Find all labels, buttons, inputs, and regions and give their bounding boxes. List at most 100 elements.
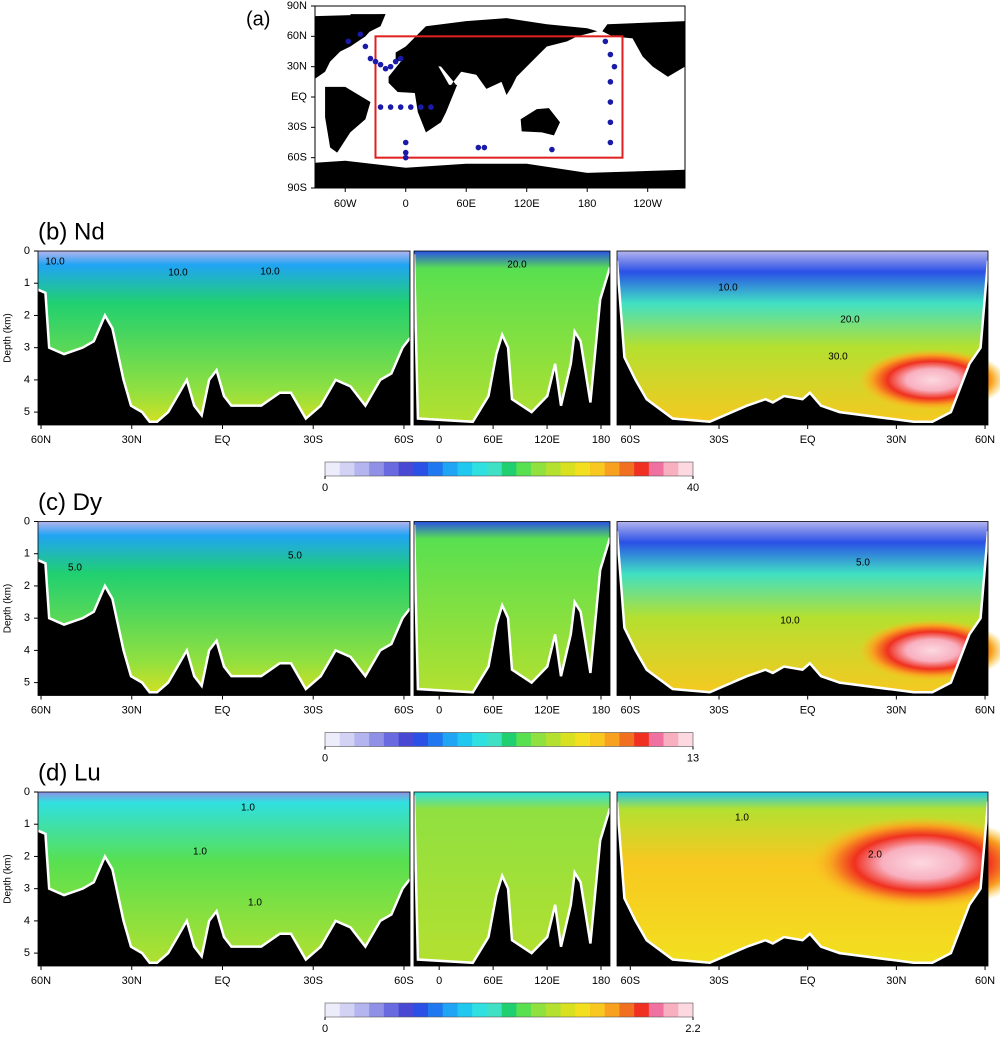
seafloor-outline: [615, 801, 990, 965]
station: [367, 55, 374, 62]
colorbar-swatch: [560, 462, 576, 476]
station: [475, 144, 482, 151]
colorbar-swatch: [678, 462, 694, 476]
colorbar-swatch: [369, 462, 385, 476]
colorbar-swatch: [678, 1003, 694, 1017]
x-tick-label: 0: [436, 975, 442, 987]
colorbar-swatch: [325, 732, 341, 747]
colorbar-swatch: [501, 462, 517, 476]
colorbar-swatch: [575, 732, 591, 747]
y-tick-label: 5: [24, 947, 30, 959]
y-tick-label: 90N: [287, 0, 307, 12]
colorbar-swatch: [516, 732, 532, 747]
panel-frame: [616, 521, 989, 696]
station: [481, 144, 488, 151]
station: [397, 55, 404, 62]
x-tick-label: 0: [436, 704, 442, 716]
colorbar-swatch: [589, 732, 605, 747]
x-tick-label: 60W: [334, 198, 357, 210]
station: [607, 139, 614, 146]
colorbar-tick-label: 0: [322, 1023, 328, 1035]
station: [602, 38, 609, 45]
colorbar-swatch: [575, 1003, 591, 1017]
station: [611, 63, 618, 70]
y-tick-label: 3: [24, 342, 30, 354]
y-tick-label: 4: [24, 374, 30, 386]
colorbar-swatch: [560, 1003, 576, 1017]
topography: [617, 801, 988, 966]
seafloor-outline: [412, 524, 612, 694]
station: [402, 139, 409, 146]
station: [392, 58, 399, 65]
x-tick-label: EQ: [215, 434, 231, 446]
land: [602, 21, 685, 77]
colorbar-swatch: [472, 1003, 488, 1017]
x-tick-label: 60S: [621, 434, 641, 446]
colorbar-tick-label: 13: [687, 752, 699, 764]
panel-title: (d) Lu: [38, 759, 101, 786]
colorbar-swatch: [604, 732, 620, 747]
contour-label: 10.0: [260, 267, 280, 278]
x-tick-label: 60N: [31, 434, 51, 446]
colorbar-swatch: [634, 732, 650, 747]
x-tick-label: 60S: [394, 704, 414, 716]
y-tick-label: 2: [24, 309, 30, 321]
y-tick-label: 0: [24, 245, 30, 257]
colorbar-swatch: [442, 1003, 458, 1017]
seafloor-outline: [37, 829, 411, 965]
field-max: [809, 816, 1000, 910]
region-box: [374, 35, 624, 159]
x-tick-label: 180: [592, 975, 610, 987]
station: [607, 119, 614, 126]
colorbar-swatch: [428, 462, 444, 476]
y-tick-label: 30S: [287, 121, 307, 133]
y-tick-label: 0: [24, 515, 30, 527]
colorbar-swatch: [325, 1003, 341, 1017]
y-tick-label: 2: [24, 580, 30, 592]
station: [372, 58, 379, 65]
x-tick-label: 60N: [975, 975, 995, 987]
contour-label: 10.0: [168, 268, 188, 279]
colorbar-swatch: [619, 462, 635, 476]
x-tick-label: 60S: [394, 434, 414, 446]
panel-frame: [37, 521, 411, 696]
y-tick-label: 1: [24, 818, 30, 830]
panel-frame: [413, 791, 611, 967]
station: [418, 104, 424, 110]
colorbar-swatch: [428, 732, 444, 747]
x-tick-label: EQ: [800, 434, 816, 446]
colorbar-swatch: [442, 462, 458, 476]
colorbar-tick-label: 2.2: [685, 1023, 700, 1035]
colorbar-swatch: [545, 1003, 561, 1017]
x-tick-label: 120E: [534, 704, 560, 716]
colorbar-swatch: [575, 462, 591, 476]
colorbar-swatch: [560, 732, 576, 747]
land: [315, 160, 685, 188]
x-tick-label: 60E: [483, 434, 503, 446]
station: [377, 61, 384, 68]
y-tick-label: 4: [24, 644, 30, 656]
x-tick-label: 60S: [621, 704, 641, 716]
panel-frame: [413, 250, 611, 426]
contour-label: 5.0: [856, 558, 870, 569]
x-tick-label: 30N: [122, 704, 142, 716]
contour-label: 1.0: [248, 898, 262, 909]
colorbar-swatch: [339, 732, 355, 747]
colorbar-swatch: [501, 732, 517, 747]
y-tick-label: 3: [24, 883, 30, 895]
colorbar-swatch: [589, 462, 605, 476]
land: [388, 59, 458, 133]
colorbar-swatch: [516, 462, 532, 476]
colorbar-swatch: [634, 462, 650, 476]
colorbar-swatch: [354, 1003, 370, 1017]
station: [549, 146, 555, 153]
panel-frame: [37, 791, 411, 967]
station: [387, 63, 394, 70]
station: [377, 104, 384, 110]
colorbar-swatch: [589, 1003, 605, 1017]
y-tick-label: EQ: [291, 91, 307, 103]
contour-label: 5.0: [68, 563, 82, 574]
colorbar-swatch: [604, 1003, 620, 1017]
colorbar-swatch: [634, 1003, 650, 1017]
y-tick-label: 60S: [287, 152, 307, 164]
